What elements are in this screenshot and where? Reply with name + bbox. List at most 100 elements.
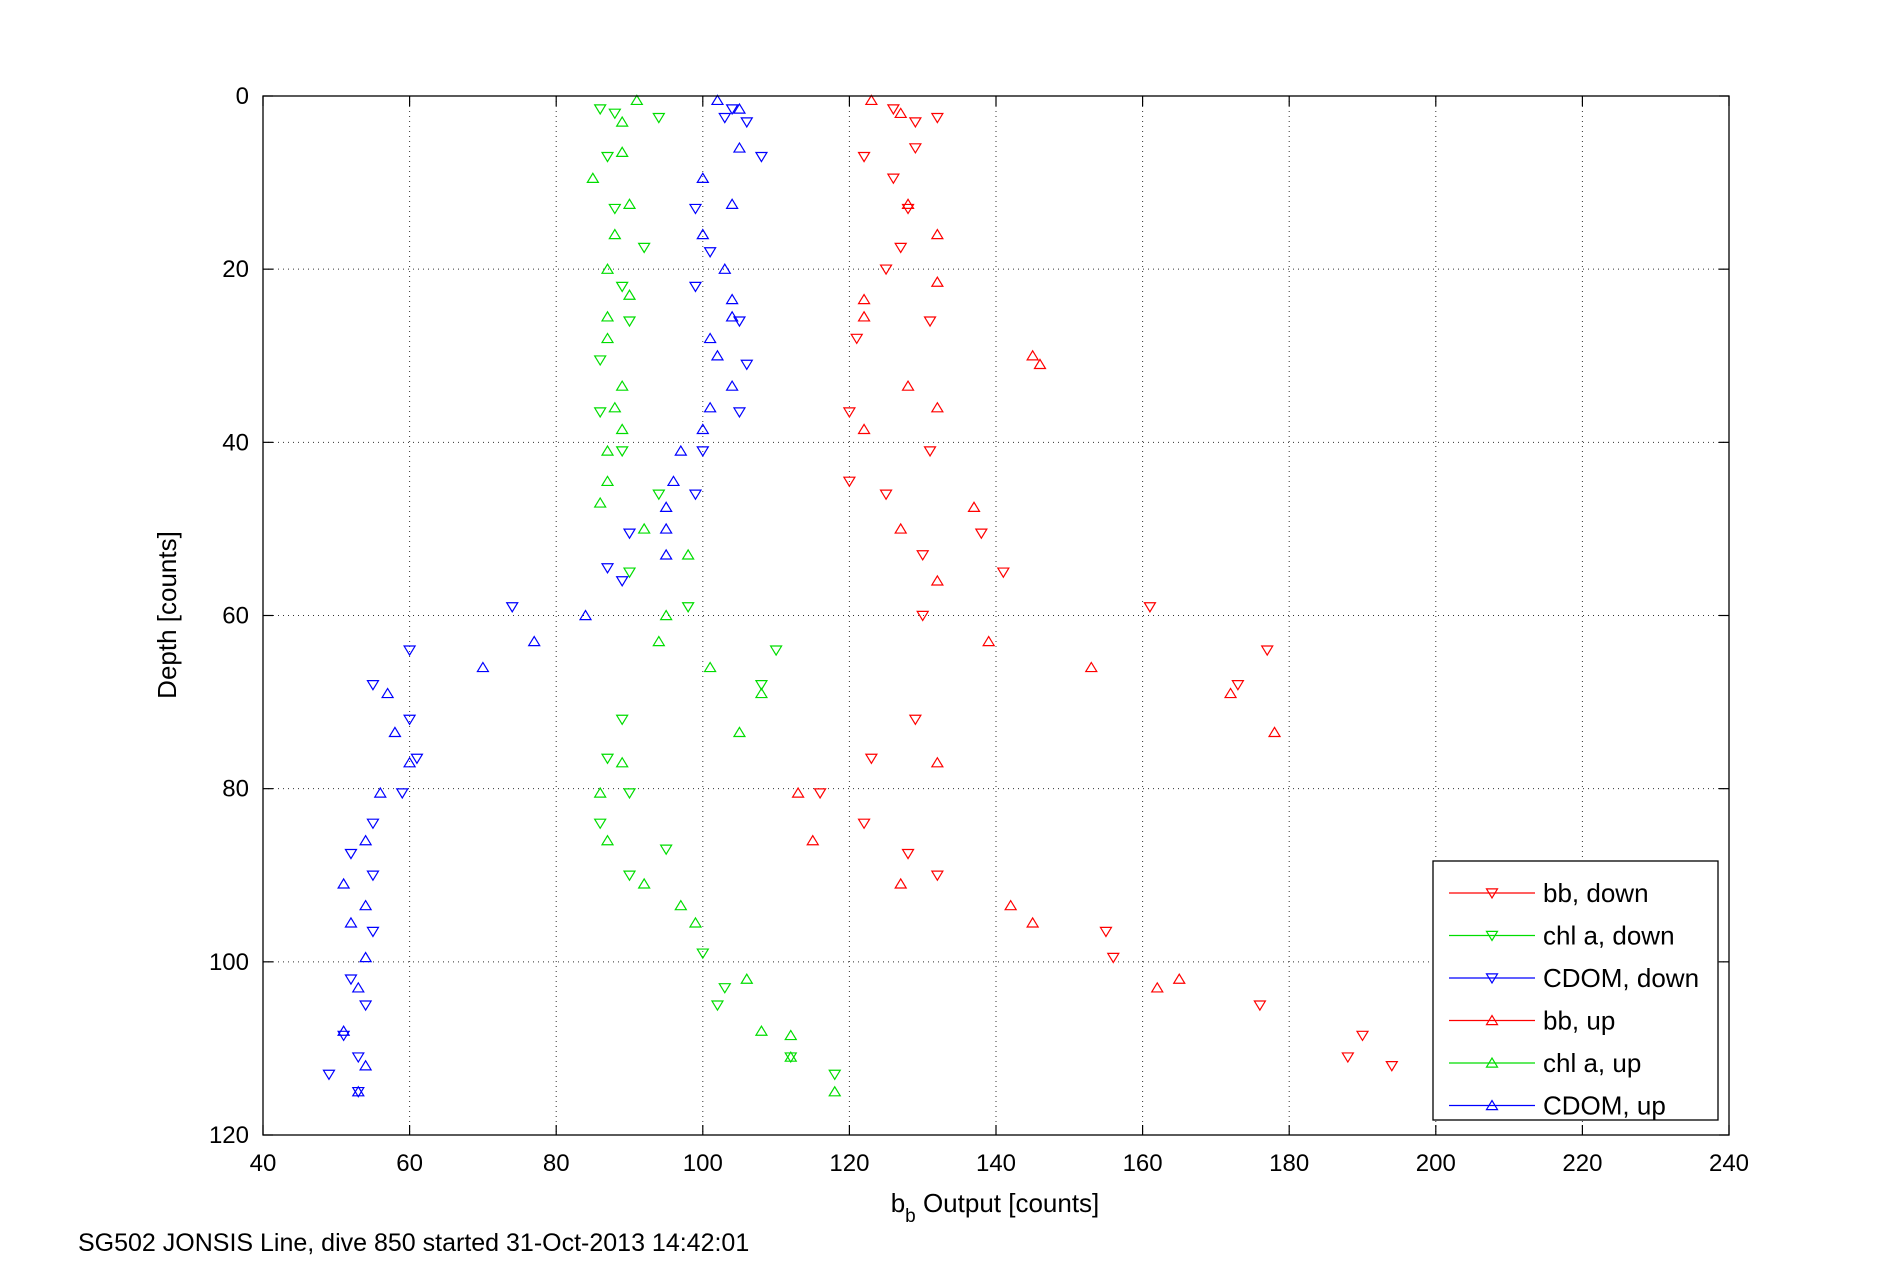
point-bb-down [1355, 1030, 1370, 1042]
y-axis-title: Depth [counts] [152, 531, 182, 699]
point-chl-a-up [600, 332, 615, 344]
point-bb-up [894, 107, 908, 119]
point-chl-a-up [622, 289, 637, 300]
point-cdom-up [373, 786, 387, 798]
point-bb-down [864, 753, 878, 765]
point-cdom-down [754, 151, 769, 163]
point-chl-a-up [593, 496, 607, 508]
point-bb-up [930, 276, 944, 287]
point-bb-down [1143, 602, 1157, 613]
point-bb-down [974, 528, 988, 540]
point-chl-a-down [615, 281, 629, 293]
axis-ticks: 40 60 80 100 120 140 160 180 200 220 240 0 20 40 60 80 1… [209, 83, 1749, 1177]
x-axis-title-main: b [891, 1188, 905, 1218]
point-chl-a-up [754, 1024, 769, 1036]
point-bb-down [857, 818, 871, 830]
point-cdom-up [337, 1024, 351, 1036]
point-cdom-up [344, 916, 358, 928]
point-bb-up [930, 574, 944, 586]
point-cdom-down [351, 1052, 365, 1064]
point-cdom-down [732, 316, 747, 328]
legend-label-bb-up: bb, up [1543, 1006, 1615, 1036]
y-tick-label: 80 [222, 776, 249, 803]
point-cdom-up [703, 401, 717, 413]
point-bb-down [842, 407, 856, 419]
point-chl-a-up [600, 834, 615, 846]
point-cdom-down [703, 247, 717, 258]
point-chl-a-down [593, 818, 607, 830]
point-cdom-up [674, 444, 688, 456]
point-bb-down [894, 242, 908, 254]
point-cdom-down [395, 788, 409, 800]
point-cdom-up [732, 141, 747, 153]
x-tick-label: 120 [829, 1150, 869, 1177]
point-bb-up [930, 401, 944, 413]
y-tick-label: 20 [222, 256, 249, 283]
point-bb-down [857, 151, 871, 163]
point-cdom-down [322, 1069, 336, 1081]
point-bb-down [1341, 1052, 1355, 1064]
point-cdom-down [344, 848, 358, 860]
legend-label-chl-a-down: chl a, down [1543, 921, 1675, 951]
y-tick-label: 60 [222, 603, 249, 630]
point-chl-a-down [681, 602, 695, 613]
point-bb-down [1253, 1000, 1267, 1012]
point-chl-a-up [615, 423, 629, 435]
point-cdom-up [476, 661, 490, 673]
point-bb-up [1267, 726, 1282, 738]
point-bb-up [1026, 349, 1040, 361]
x-tick-label: 80 [543, 1150, 570, 1177]
point-cdom-down [718, 112, 732, 124]
point-chl-a-down [622, 788, 637, 800]
point-cdom-down [600, 563, 615, 574]
point-cdom-down [366, 818, 380, 830]
point-cdom-up [666, 475, 681, 487]
point-bb-down [813, 788, 827, 800]
point-chl-a-up [652, 635, 666, 647]
point-cdom-up [659, 548, 673, 560]
point-cdom-up [710, 94, 725, 106]
point-bb-up [1150, 981, 1164, 993]
point-bb-down [930, 870, 944, 882]
point-cdom-up [696, 172, 710, 183]
point-cdom-down [615, 576, 629, 587]
legend-label-chl-a-up: chl a, up [1543, 1048, 1641, 1078]
point-bb-down [886, 104, 900, 116]
point-bb-up [857, 293, 871, 305]
x-axis-title: bb Output [counts] [891, 1188, 1100, 1227]
point-chl-a-down [615, 714, 629, 726]
point-cdom-up [725, 293, 739, 305]
point-cdom-down [366, 870, 380, 882]
point-cdom-down [740, 117, 754, 129]
point-chl-a-up [688, 916, 703, 928]
point-cdom-up [732, 102, 747, 114]
point-cdom-down [344, 974, 358, 986]
point-chl-a-down [622, 567, 637, 579]
point-cdom-up [578, 609, 593, 621]
point-cdom-down [696, 446, 710, 458]
point-cdom-up [710, 349, 725, 361]
point-chl-a-down [608, 108, 622, 120]
point-cdom-down [688, 203, 703, 215]
point-cdom-up [351, 981, 365, 993]
point-bb-down [850, 333, 864, 345]
x-tick-label: 40 [250, 1150, 277, 1177]
point-chl-a-up [784, 1050, 798, 1062]
point-bb-down [908, 117, 922, 129]
point-bb-up [901, 379, 915, 391]
point-bb-up [857, 310, 871, 322]
point-cdom-up [388, 726, 402, 738]
legend-label-cdom-up: CDOM, up [1543, 1091, 1666, 1121]
point-bb-down [842, 476, 856, 488]
point-bb-up [1172, 973, 1186, 984]
point-chl-a-up [828, 1085, 842, 1097]
legend-marker-bb-up [1485, 1014, 1499, 1026]
point-chl-a-up [600, 475, 615, 487]
point-bb-up [982, 635, 996, 647]
point-cdom-up [725, 310, 739, 322]
point-chl-a-down [637, 242, 651, 254]
point-bb-up [1084, 661, 1098, 673]
point-chl-a-down [593, 355, 607, 367]
point-chl-a-up [615, 146, 629, 158]
point-chl-a-up [784, 1029, 798, 1041]
